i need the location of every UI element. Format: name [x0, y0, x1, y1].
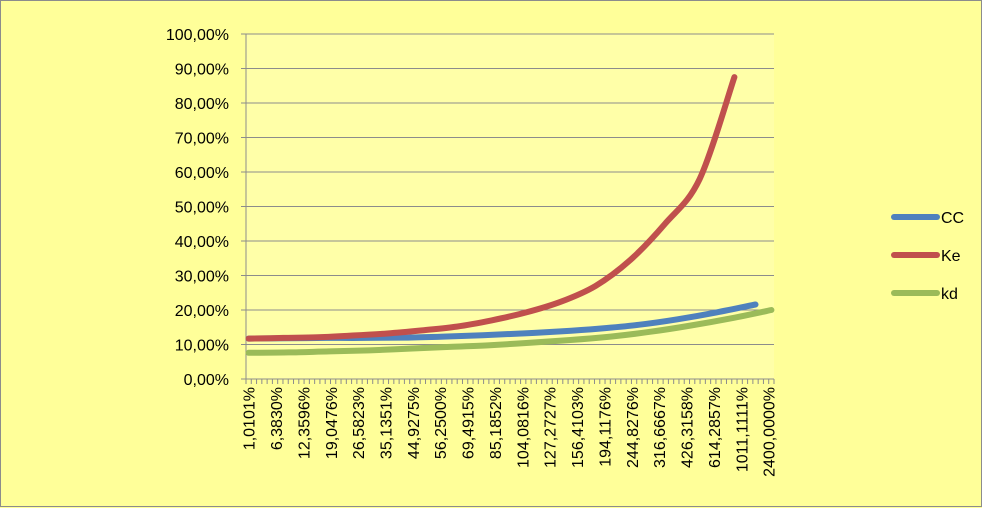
- x-tick-label: 244,8276%: [625, 387, 642, 468]
- y-tick-label: 40,00%: [175, 234, 229, 251]
- x-tick-label: 12,3596%: [296, 387, 313, 459]
- x-tick-label: 26,5823%: [351, 387, 368, 459]
- legend-label-cc: CC: [941, 210, 964, 227]
- legend: CC Ke kd: [891, 210, 964, 303]
- x-tick-label: 69,4915%: [461, 387, 478, 459]
- legend-label-kd: kd: [941, 286, 958, 303]
- y-tick-label: 70,00%: [175, 131, 229, 148]
- series-line-ke: [245, 74, 738, 342]
- axes: 0,00% 10,00% 20,00% 30,00% 40,00% 50,00% 60,00…: [166, 27, 779, 477]
- x-tick-label: 44,9275%: [406, 387, 423, 459]
- series: [245, 74, 775, 356]
- y-tick-label: 100,00%: [166, 27, 229, 44]
- legend-label-ke: Ke: [941, 248, 961, 265]
- x-tick-label: 6,3830%: [269, 387, 286, 450]
- x-tick-label: 194,1176%: [597, 387, 614, 467]
- x-tick-label: 104,0816%: [515, 387, 532, 468]
- gridlines: [246, 33, 774, 345]
- y-tick-label: 30,00%: [175, 269, 229, 286]
- series-line-kd: [245, 307, 775, 356]
- x-tick-label: 156,4103%: [570, 387, 587, 468]
- x-tick-label: 85,1852%: [488, 387, 505, 459]
- x-tick-label: 426,3158%: [680, 387, 697, 468]
- y-tick-label: 0,00%: [184, 372, 229, 389]
- x-tick-label: 2400,0000%: [762, 387, 779, 477]
- x-tick-label: 19,0476%: [324, 387, 341, 459]
- y-tick-label: 90,00%: [175, 62, 229, 79]
- y-tick-label: 20,00%: [175, 303, 229, 320]
- x-tick-label: 1,0101%: [242, 387, 259, 450]
- x-tick-label: 35,1351%: [379, 387, 396, 459]
- x-tick-label: 316,6667%: [652, 387, 669, 468]
- x-tick-label: 127,2727%: [543, 387, 560, 468]
- y-tick-label: 50,00%: [175, 200, 229, 217]
- x-tick-label: 614,2857%: [707, 387, 724, 468]
- x-tick-label: 1011,1111%: [734, 387, 751, 472]
- y-tick-label: 60,00%: [175, 165, 229, 182]
- y-tick-label: 10,00%: [175, 338, 229, 355]
- y-tick-label: 80,00%: [175, 96, 229, 113]
- x-tick-label: 56,2500%: [433, 387, 450, 459]
